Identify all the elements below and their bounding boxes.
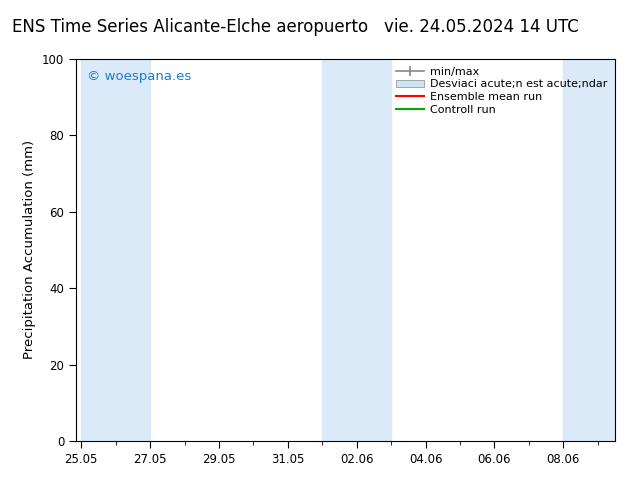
Text: ENS Time Series Alicante-Elche aeropuerto: ENS Time Series Alicante-Elche aeropuert…	[12, 18, 368, 36]
Bar	[564, 59, 615, 441]
Text: © woespana.es: © woespana.es	[87, 70, 191, 83]
Text: vie. 24.05.2024 14 UTC: vie. 24.05.2024 14 UTC	[384, 18, 579, 36]
Y-axis label: Precipitation Accumulation (mm): Precipitation Accumulation (mm)	[23, 140, 37, 360]
Bar	[322, 59, 391, 441]
Bar	[81, 59, 150, 441]
Legend: min/max, Desviaci acute;n est acute;ndar, Ensemble mean run, Controll run: min/max, Desviaci acute;n est acute;ndar…	[392, 62, 612, 120]
